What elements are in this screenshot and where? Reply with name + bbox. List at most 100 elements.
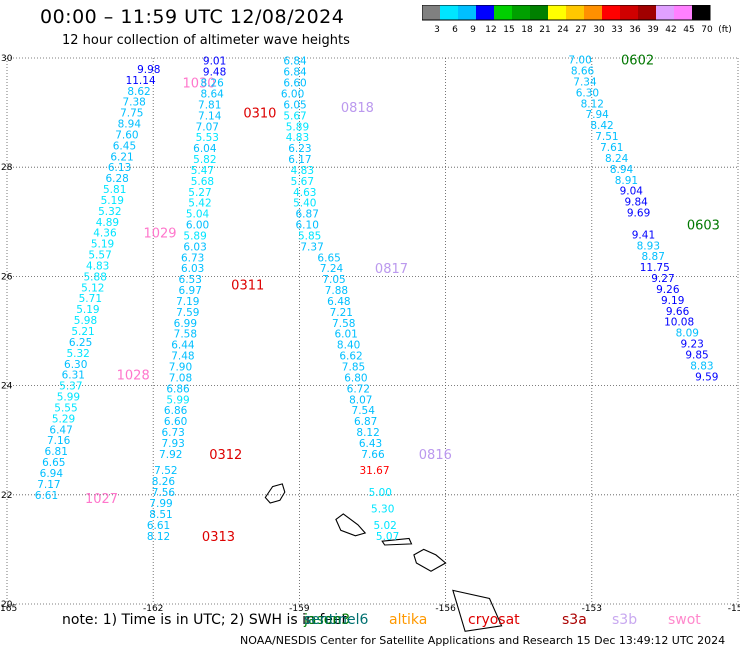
wave-height-value: 6.61	[35, 490, 58, 502]
x-tick-label: -150	[728, 604, 740, 614]
wave-height-value: 5.32	[98, 206, 121, 218]
wave-height-value: 5.40	[293, 198, 316, 210]
credit-line: NOAA/NESDIS Center for Satellite Applica…	[240, 634, 726, 647]
wave-height-value: 5.67	[283, 110, 306, 122]
wave-height-value: 6.97	[179, 285, 202, 297]
wave-height-value: 6.21	[110, 151, 133, 163]
wave-height-value: 7.24	[320, 263, 344, 275]
wave-height-value: 6.73	[161, 427, 184, 439]
wave-height-value: 4.83	[291, 165, 314, 177]
wave-height-value: 6.30	[576, 87, 599, 99]
sat-label-s3a: s3a	[562, 612, 587, 628]
wave-height-value: 7.58	[332, 318, 355, 330]
colorbar-label: (ft)	[718, 25, 732, 35]
wave-height-value: 8.12	[581, 98, 604, 110]
wave-height-value: 5.29	[52, 413, 75, 425]
wave-height-value: 9.27	[651, 273, 674, 285]
colorbar-label: 42	[665, 25, 676, 35]
pass-time-label: 0603	[687, 219, 720, 234]
wave-height-value: 6.30	[64, 359, 87, 371]
wave-height-value: 8.64	[200, 88, 224, 100]
wave-height-value: 11.75	[640, 262, 670, 274]
pass-time-label: 0313	[202, 530, 235, 545]
wave-height-value: 6.31	[62, 370, 85, 382]
wave-height-value: 5.30	[371, 503, 394, 515]
x-tick-label: -156	[435, 604, 456, 614]
colorbar-swatch	[476, 5, 494, 20]
pass-time-label: 0818	[341, 101, 374, 116]
colorbar-label: 33	[611, 25, 622, 35]
wave-height-value: 4.63	[293, 187, 316, 199]
sat-label-cryosat: cryosat	[468, 612, 520, 628]
pass-time-label: 0816	[419, 448, 452, 463]
wave-height-value: 5.02	[373, 520, 396, 532]
wave-height-value: 6.00	[281, 88, 304, 100]
sat-label-sentinel6: sentinel6	[304, 612, 369, 628]
pass-time-label: 1030	[182, 77, 215, 92]
colorbar-label: 39	[647, 25, 659, 35]
colorbar-swatch	[458, 5, 476, 20]
wave-height-value: 6.25	[69, 337, 92, 349]
wave-height-value: 8.40	[337, 340, 360, 352]
colorbar-swatch	[620, 5, 638, 20]
wave-height-value: 4.36	[93, 228, 117, 240]
colorbar-swatch	[548, 5, 566, 20]
wave-height-value: 8.42	[590, 120, 613, 132]
colorbar-label: 27	[575, 25, 586, 35]
colorbar-label: 30	[593, 25, 605, 35]
wave-height-value: 5.04	[186, 209, 210, 221]
colorbar-label: 15	[503, 25, 514, 35]
wave-height-value: 5.55	[54, 402, 77, 414]
wave-height-value: 6.43	[359, 438, 382, 450]
wave-height-value: 7.92	[159, 449, 182, 461]
wave-height-value: 6.72	[347, 383, 370, 395]
wave-height-value: 6.48	[327, 296, 350, 308]
wave-height-value: 6.13	[108, 162, 131, 174]
wave-height-value: 5.42	[188, 198, 211, 210]
pass-time-label: 0312	[209, 448, 242, 463]
wave-height-value: 8.91	[615, 175, 638, 187]
wave-height-value: 7.14	[198, 110, 222, 122]
colorbar-swatch	[584, 5, 602, 20]
wave-height-value: 7.05	[322, 274, 345, 286]
wave-height-value: 6.86	[164, 405, 188, 417]
wave-height-value: 6.62	[339, 351, 362, 363]
y-tick-label: 30	[1, 54, 13, 64]
pass-time-label: 1027	[85, 492, 118, 507]
wave-height-value: 6.65	[317, 252, 340, 264]
colorbar-label: 45	[683, 25, 694, 35]
colorbar-label: 21	[539, 25, 550, 35]
wave-height-value: 9.41	[632, 229, 655, 241]
page-title: 00:00 – 11:59 UTC 12/08/2024	[40, 6, 345, 28]
wave-height-value: 6.28	[105, 173, 128, 185]
colorbar-swatch	[494, 5, 512, 20]
wave-height-value: 5.89	[286, 121, 309, 133]
colorbar-swatch	[674, 5, 692, 20]
y-tick-label: 22	[1, 491, 12, 501]
y-tick-label: 28	[1, 163, 13, 173]
wave-height-value: 6.61	[147, 520, 170, 532]
wave-height-value: 5.21	[71, 326, 94, 338]
colorbar-swatch	[602, 5, 620, 20]
colorbar-swatch	[512, 5, 530, 20]
wave-height-value: 6.99	[174, 318, 197, 330]
wave-height-value: 7.19	[176, 296, 199, 308]
colorbar-label: 3	[434, 25, 440, 35]
wave-height-value: 8.62	[127, 86, 150, 98]
wave-height-value: 6.65	[42, 457, 65, 469]
x-tick-label: -153	[582, 604, 602, 614]
wave-height-value: 8.51	[149, 509, 172, 521]
wave-height-value: 8.94	[610, 164, 634, 176]
pass-time-label: 1029	[143, 227, 176, 242]
wave-height-value: 6.00	[186, 220, 209, 232]
wave-height-value: 8.24	[605, 153, 629, 165]
wave-height-value: 7.85	[342, 361, 365, 373]
wave-height-value: 5.68	[191, 176, 214, 188]
wave-height-value: 8.07	[349, 394, 372, 406]
wave-height-value: 9.19	[661, 295, 684, 307]
wave-height-value: 6.80	[344, 372, 367, 384]
sat-label-jason3: jason3	[304, 612, 351, 628]
pass-time-label: 0817	[375, 262, 408, 277]
colorbar-legend: 3 6 9 12 15 18 21 24 27 30 33 36 39 42 45 70 (ft)	[422, 5, 732, 35]
pass-time-label: 0310	[243, 107, 276, 122]
